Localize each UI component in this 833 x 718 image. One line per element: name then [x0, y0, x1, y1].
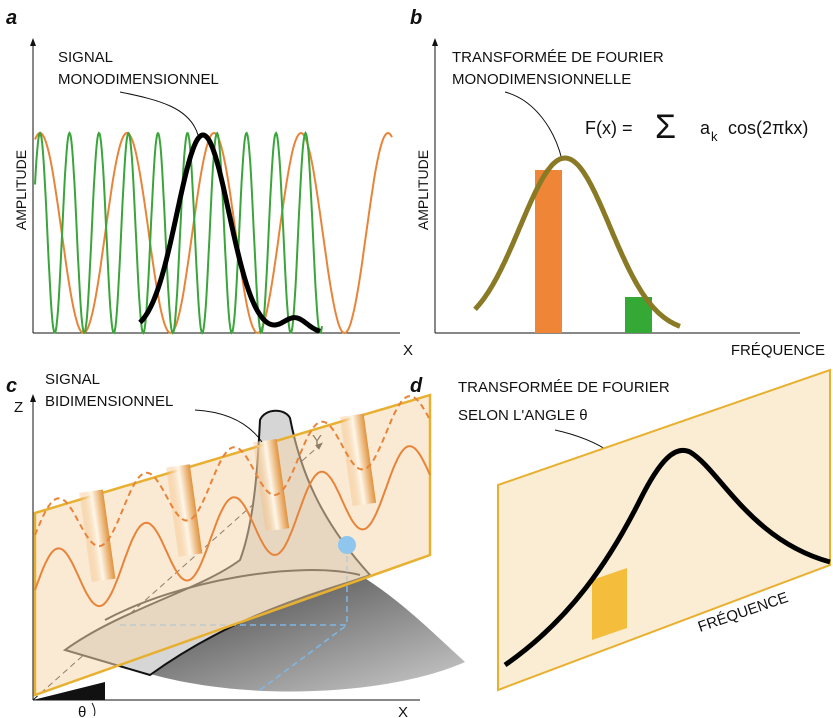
annotation: SIGNAL	[58, 49, 113, 66]
formula-index: k	[711, 129, 718, 144]
angle-wedge	[33, 682, 105, 700]
x-axis-label: X	[398, 704, 408, 718]
x-axis-label: X	[403, 342, 413, 359]
panel-d: d TRANSFORMÉE DE FOURIER SELON L'ANGLE θ…	[410, 368, 831, 692]
signal-curve	[138, 132, 321, 334]
formula-term: cos(2πkx)	[728, 118, 808, 138]
spectrum-curve	[503, 447, 831, 668]
wave-crest	[166, 464, 203, 557]
annotation: BIDIMENSIONNEL	[45, 393, 173, 410]
wave-crest	[79, 489, 116, 583]
panel-label: b	[410, 7, 422, 29]
leader-line	[91, 702, 96, 717]
x-axis-label: FRÉQUENCE	[731, 342, 825, 359]
annotation: SELON L'ANGLE θ	[458, 407, 588, 424]
panel-b: b AMPLITUDE FRÉQUENCE TRANSFORMÉE DE FOU…	[410, 7, 825, 359]
wave	[34, 131, 393, 335]
wave-crest	[252, 438, 290, 532]
panel-label: d	[410, 375, 423, 397]
point	[338, 536, 356, 554]
formula-sum: Σ	[655, 108, 676, 146]
formula-coef: a	[700, 118, 711, 138]
bar	[592, 568, 627, 640]
projection-plane	[497, 368, 831, 692]
annotation: TRANSFORMÉE DE FOURIER	[458, 379, 670, 396]
bar	[535, 170, 562, 333]
angle-label: θ	[78, 704, 86, 718]
y-axis-label: AMPLITUDE	[415, 150, 431, 230]
panel-a: a AMPLITUDE X SIGNAL MONODIMENSIONNEL	[6, 7, 413, 359]
panel-c: c Z Y X θ SIGNAL BIDIMENSIONNEL	[6, 371, 465, 718]
annotation: TRANSFORMÉE DE FOURIER	[452, 49, 664, 66]
leader-line	[194, 409, 263, 443]
wave	[34, 131, 323, 335]
z-axis-label: Z	[14, 399, 23, 416]
shadow	[100, 571, 465, 692]
annotation: MONODIMENSIONNELLE	[452, 71, 631, 88]
annotation: SIGNAL	[45, 371, 100, 388]
panel-label: c	[6, 375, 17, 397]
wave	[34, 395, 431, 548]
spectrum-curve	[473, 155, 681, 329]
leader-line	[119, 91, 199, 136]
annotation: MONODIMENSIONNEL	[58, 71, 219, 88]
y-axis-label: AMPLITUDE	[13, 150, 29, 230]
panel-label: a	[6, 7, 17, 29]
leader-line	[504, 91, 563, 161]
wave-crest	[339, 413, 377, 507]
formula-lhs: F(x) =	[585, 118, 633, 138]
projection-plane	[33, 393, 432, 697]
wave	[34, 445, 431, 608]
